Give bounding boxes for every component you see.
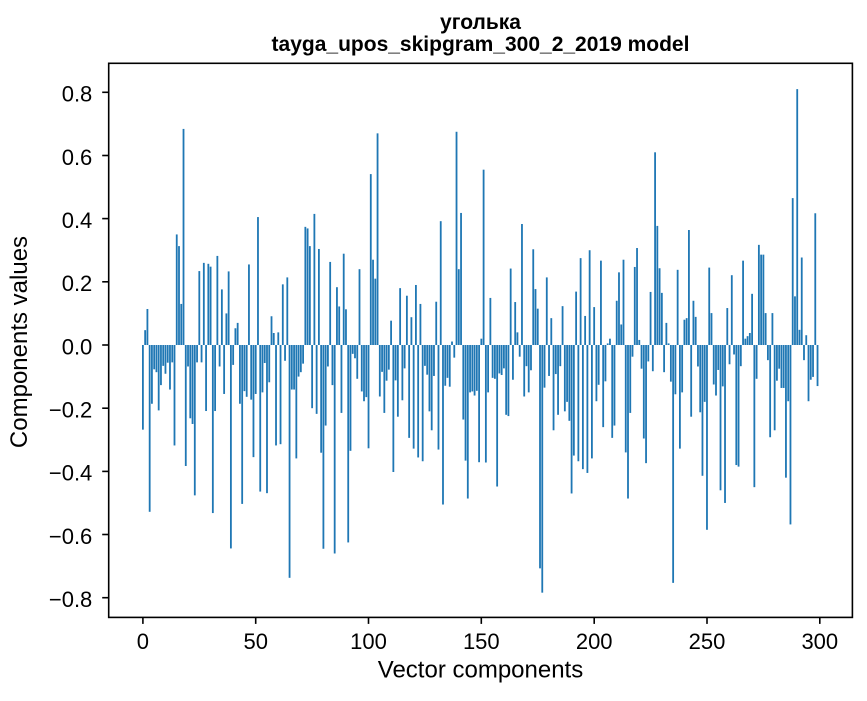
- svg-text:250: 250: [689, 629, 726, 654]
- svg-text:150: 150: [463, 629, 500, 654]
- svg-text:Vector components: Vector components: [378, 657, 583, 684]
- svg-text:200: 200: [576, 629, 613, 654]
- svg-text:50: 50: [243, 629, 267, 654]
- svg-text:−0.6: −0.6: [49, 524, 92, 549]
- svg-text:−0.2: −0.2: [49, 398, 92, 423]
- svg-text:0.4: 0.4: [62, 208, 93, 233]
- svg-text:0.6: 0.6: [62, 145, 93, 170]
- svg-text:0.0: 0.0: [62, 334, 93, 359]
- svg-text:0.2: 0.2: [62, 271, 93, 296]
- svg-text:−0.4: −0.4: [49, 461, 92, 486]
- svg-text:0.8: 0.8: [62, 82, 93, 107]
- svg-text:Components values: Components values: [6, 236, 33, 448]
- svg-text:−0.8: −0.8: [49, 587, 92, 612]
- svg-text:tayga_upos_skipgram_300_2_2019: tayga_upos_skipgram_300_2_2019 model: [272, 33, 690, 56]
- svg-text:100: 100: [350, 629, 387, 654]
- svg-text:0: 0: [137, 629, 149, 654]
- svg-text:уголька: уголька: [440, 11, 521, 34]
- svg-text:300: 300: [801, 629, 838, 654]
